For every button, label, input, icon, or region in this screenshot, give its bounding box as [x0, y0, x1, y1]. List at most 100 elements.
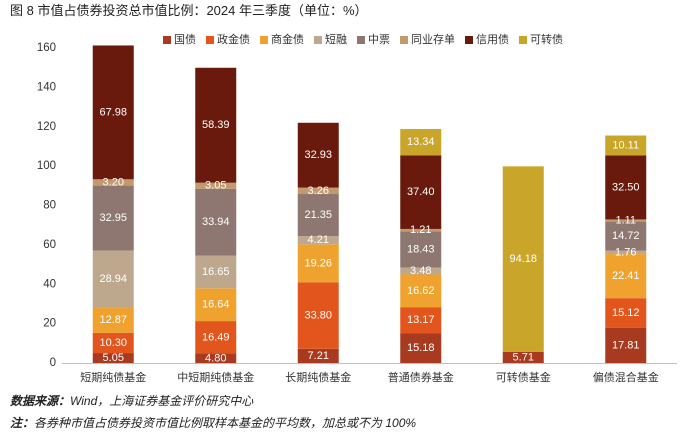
- figure-title: 图 8 市值占债券投资总市值比例：2024 年三季度（单位：%）: [10, 3, 368, 18]
- bar-segment-2-0: [297, 348, 339, 363]
- legend-label-7: 可转债: [530, 34, 563, 46]
- data-source-text: Wind，上海证券基金评价研究中心: [70, 394, 254, 408]
- legend-swatch-3: [314, 36, 322, 44]
- bar-segment-5-0: [605, 327, 647, 363]
- data-label-3-3: 3.48: [410, 265, 431, 277]
- bar-segment-0-4: [92, 185, 134, 251]
- data-label-5-3: 1.76: [615, 246, 636, 258]
- y-tick-label-7: 140: [37, 81, 56, 93]
- y-tick-label-4: 80: [43, 200, 56, 212]
- legend-item-0: 国债: [163, 33, 196, 47]
- data-label-1-3: 16.65: [202, 266, 230, 278]
- data-label-1-0: 4.80: [205, 352, 226, 364]
- bar-segment-2-3: [297, 236, 339, 245]
- bar-segment-5-2: [605, 254, 647, 299]
- data-label-3-7: 13.34: [407, 136, 435, 148]
- bar-segment-3-2: [400, 274, 442, 308]
- data-label-2-2: 19.26: [304, 257, 332, 269]
- data-label-1-2: 16.64: [202, 299, 230, 311]
- data-source-line: 数据来源：Wind，上海证券基金评价研究中心: [10, 394, 253, 409]
- chart-legend: 国债 政金债 商金债 短融 中票 同业存单 信用债 可转债: [163, 33, 573, 47]
- legend-swatch-5: [400, 36, 408, 44]
- legend-label-2: 商金债: [271, 34, 304, 46]
- bar-segment-2-5: [297, 187, 339, 195]
- x-category-label-3: 普通债券基金: [388, 370, 454, 384]
- data-label-5-5: 1.11: [615, 215, 636, 227]
- bar-segment-5-4: [605, 221, 647, 251]
- y-tick-label-5: 100: [37, 160, 56, 172]
- bar-segment-2-6: [297, 122, 339, 188]
- legend-item-5: 同业存单: [400, 33, 455, 47]
- data-label-4-0: 5.71: [513, 351, 534, 363]
- data-label-3-2: 16.62: [407, 285, 435, 297]
- legend-swatch-4: [357, 36, 365, 44]
- x-category-label-0: 短期纯债基金: [80, 370, 146, 384]
- bar-segment-0-5: [92, 179, 134, 186]
- data-label-0-0: 5.05: [103, 352, 124, 364]
- bar-segment-1-6: [195, 67, 237, 183]
- bar-segment-1-2: [195, 288, 237, 322]
- bar-segment-5-7: [605, 135, 647, 156]
- bar-segment-3-5: [400, 228, 442, 232]
- bar-segment-3-0: [400, 333, 442, 363]
- bar-segment-1-4: [195, 188, 237, 256]
- data-label-5-2: 22.41: [612, 270, 640, 282]
- y-tick-label-8: 160: [37, 42, 56, 54]
- legend-label-0: 国债: [174, 34, 196, 46]
- data-label-2-6: 32.93: [304, 149, 332, 161]
- data-label-1-5: 3.05: [205, 180, 226, 192]
- note-label: 注：: [10, 416, 35, 430]
- data-label-5-6: 32.50: [612, 181, 640, 193]
- bar-segment-0-1: [92, 332, 134, 354]
- data-label-3-1: 13.17: [407, 314, 435, 326]
- x-category-label-5: 偏债混合基金: [593, 370, 659, 384]
- data-label-2-4: 21.35: [304, 209, 332, 221]
- legend-label-1: 政金债: [217, 34, 250, 46]
- bar-segment-2-1: [297, 282, 339, 349]
- legend-swatch-6: [465, 36, 473, 44]
- legend-label-4: 中票: [368, 34, 390, 46]
- y-tick-label-0: 0: [50, 357, 56, 369]
- legend-swatch-7: [519, 36, 527, 44]
- bar-segment-2-4: [297, 194, 339, 237]
- bar-segment-0-6: [92, 45, 134, 180]
- bar-segment-4-7: [502, 166, 544, 352]
- bar-segment-3-1: [400, 307, 442, 334]
- bar-segment-1-0: [195, 353, 237, 363]
- note-line: 注：各券种市值占债券投资市值比例取样本基金的平均数，加总或不为 100%: [10, 416, 416, 431]
- data-label-2-5: 3.26: [308, 185, 329, 197]
- data-label-3-0: 15.18: [407, 342, 435, 354]
- x-category-label-4: 可转债基金: [496, 370, 551, 384]
- bar-segment-4-0: [502, 351, 544, 363]
- bar-segment-3-7: [400, 129, 442, 156]
- legend-label-5: 同业存单: [411, 34, 455, 46]
- bar-segment-5-1: [605, 298, 647, 328]
- data-label-1-6: 58.39: [202, 119, 230, 131]
- legend-swatch-1: [206, 36, 214, 44]
- bar-segment-0-3: [92, 250, 134, 308]
- data-label-0-1: 10.30: [99, 337, 127, 349]
- data-label-2-0: 7.21: [308, 350, 329, 362]
- legend-item-6: 信用债: [465, 33, 509, 47]
- data-label-5-0: 17.81: [612, 339, 640, 351]
- data-source-label: 数据来源：: [10, 394, 71, 408]
- bar-segment-2-2: [297, 244, 339, 283]
- bar-segment-5-3: [605, 250, 647, 255]
- data-label-2-1: 33.80: [304, 310, 332, 322]
- data-label-0-2: 12.87: [99, 314, 127, 326]
- data-label-5-7: 10.11: [612, 139, 639, 151]
- y-tick-label-2: 40: [43, 278, 56, 290]
- legend-item-3: 短融: [314, 33, 347, 47]
- x-category-label-1: 中短期纯债基金: [177, 370, 254, 384]
- x-category-label-2: 长期纯债基金: [285, 370, 351, 384]
- legend-swatch-0: [163, 36, 171, 44]
- data-label-5-4: 14.72: [612, 230, 640, 242]
- data-label-2-3: 4.21: [308, 234, 329, 246]
- bar-segment-5-5: [605, 219, 647, 222]
- bar-segment-0-0: [92, 353, 134, 363]
- data-label-1-4: 33.94: [202, 216, 230, 228]
- legend-swatch-2: [260, 36, 268, 44]
- data-label-3-5: 1.21: [410, 224, 431, 236]
- data-label-0-3: 28.94: [99, 273, 127, 285]
